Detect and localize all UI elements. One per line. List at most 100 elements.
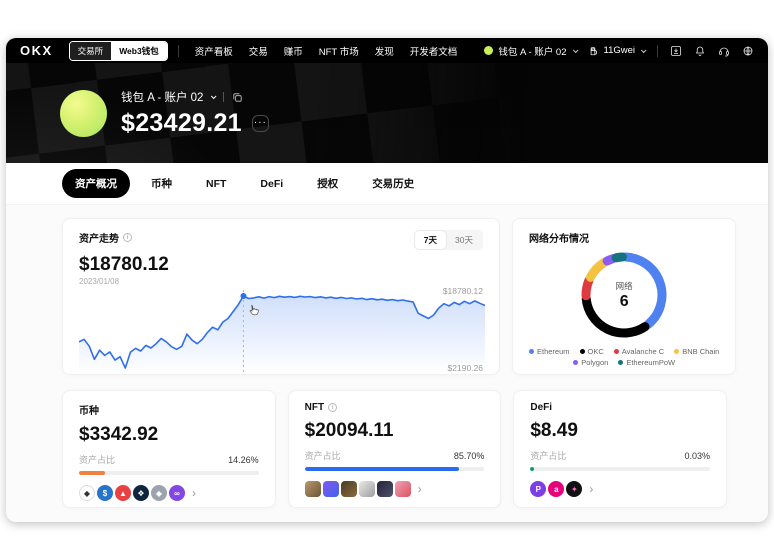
legend-label: Ethereum <box>537 347 570 356</box>
donut-center-count: 6 <box>619 292 629 310</box>
ethereumpow-icon[interactable]: ◆ <box>151 485 167 501</box>
nav-item-交易[interactable]: 交易 <box>248 46 268 58</box>
balance-row: $23429.21 ··· <box>121 109 269 138</box>
network-distribution-card: 网络分布情况 网络 6 Ethereum OKC Avalanche C BNB Ch… <box>512 218 737 375</box>
nft-progress-track <box>304 467 485 471</box>
nav-item-资产看板[interactable]: 资产看板 <box>194 46 233 58</box>
copy-address-icon[interactable] <box>232 92 243 103</box>
nav-item-赚币[interactable]: 赚币 <box>283 46 303 58</box>
nft-ratio-percent: 85.70% <box>453 450 485 461</box>
nft-card-title: NFT <box>304 402 325 413</box>
asset-trend-card: 资产走势 i 7天 30天 $18780.12 2023/01/08 $1878… <box>62 218 500 375</box>
wallet-header: 钱包 A - 账户 02 $23429.21 ··· <box>6 63 768 163</box>
tab-币种[interactable]: 币种 <box>151 178 172 190</box>
tab-资产概况[interactable]: 资产概况 <box>62 169 130 198</box>
tab-NFT[interactable]: NFT <box>206 177 227 190</box>
chevron-right-icon[interactable]: › <box>589 482 594 496</box>
trend-card-title-row: 资产走势 i <box>79 230 132 245</box>
defi-ratio-row: 资产占比 0.03% <box>530 449 710 462</box>
ethereum-icon[interactable]: ◆ <box>79 485 95 501</box>
network-legend: Ethereum OKC Avalanche C BNB Chain Polygon Et… <box>529 347 719 367</box>
tab-交易历史[interactable]: 交易历史 <box>372 178 415 190</box>
nft-gold-icon[interactable] <box>340 481 357 497</box>
nav-item-开发者文档[interactable]: 开发者文档 <box>409 46 458 58</box>
nft-dark-icon[interactable] <box>376 481 393 497</box>
network-card-title: 网络分布情况 <box>529 234 589 245</box>
legend-item-BNB Chain[interactable]: BNB Chain <box>674 347 719 356</box>
tab-授权[interactable]: 授权 <box>317 178 339 190</box>
support-headset-icon[interactable] <box>718 45 730 57</box>
legend-item-Avalanche C[interactable]: Avalanche C <box>613 347 665 356</box>
wallet-selector[interactable]: 钱包 A - 账户 02 <box>484 44 580 58</box>
donut-segment-OKC[interactable] <box>581 294 650 338</box>
defi-card-title: DeFi <box>530 402 553 413</box>
coin-icon-row: ◆ $ ▲ ❖ ◆ ∞ › <box>79 485 259 501</box>
header-glow <box>6 73 266 163</box>
polygon-icon[interactable]: ∞ <box>169 485 185 501</box>
okx-logo: OKX <box>20 43 53 58</box>
chevron-down-icon[interactable] <box>211 93 217 100</box>
legend-dot <box>579 349 585 354</box>
tab-DeFi[interactable]: DeFi <box>260 177 284 190</box>
divider <box>223 92 225 102</box>
wallet-selector-label: 钱包 A - 账户 02 <box>498 46 567 58</box>
defi-a-icon[interactable]: a <box>548 481 565 497</box>
defi-p-icon[interactable]: P <box>530 481 547 497</box>
chart-ymax-label: $18780.12 <box>440 286 485 296</box>
toggle-web3-wallet[interactable]: Web3钱包 <box>111 41 167 60</box>
nft-pink-icon[interactable] <box>394 481 411 497</box>
legend-dot <box>618 360 624 365</box>
language-globe-icon[interactable] <box>742 45 754 57</box>
nft-ape-icon[interactable] <box>304 481 321 497</box>
defi-ratio-label: 资产占比 <box>530 451 567 461</box>
range-7d-button[interactable]: 7天 <box>414 231 447 249</box>
top-row: 资产走势 i 7天 30天 $18780.12 2023/01/08 $1878… <box>62 218 737 375</box>
info-icon[interactable]: i <box>328 403 338 412</box>
legend-label: Avalanche C <box>621 347 665 356</box>
range-30d-button[interactable]: 30天 <box>455 235 473 245</box>
range-toggle: 7天 30天 <box>413 230 483 250</box>
nav-item-NFT 市场[interactable]: NFT 市场 <box>318 46 359 58</box>
usdc-icon[interactable]: $ <box>97 485 113 501</box>
legend-dot <box>529 349 534 354</box>
trend-value: $18780.12 <box>79 254 169 275</box>
chevron-right-icon[interactable]: › <box>417 482 422 496</box>
legend-label: EthereumPoW <box>626 358 676 367</box>
trend-line-chart <box>78 290 486 374</box>
nft-light-icon[interactable] <box>358 481 375 497</box>
donut-segment-EthereumPoW[interactable] <box>611 252 627 263</box>
legend-item-EthereumPoW[interactable]: EthereumPoW <box>618 358 675 367</box>
chevron-right-icon[interactable]: › <box>192 486 196 500</box>
okb-icon[interactable]: ❖ <box>133 485 149 501</box>
wallet-avatar-dot <box>484 46 494 55</box>
defi-card-title-row: DeFi <box>530 402 710 413</box>
nft-purple-icon[interactable] <box>322 481 339 497</box>
defi-dark-icon[interactable]: ✦ <box>566 481 583 497</box>
exchange-web3-toggle: 交易所 Web3钱包 <box>68 40 168 61</box>
info-icon[interactable]: i <box>123 233 132 242</box>
gas-price[interactable]: 11Gwei <box>589 45 647 56</box>
legend-dot <box>674 349 680 354</box>
coins-ratio-label: 资产占比 <box>79 455 116 465</box>
avalanche-icon[interactable]: ▲ <box>115 485 131 501</box>
legend-item-OKC[interactable]: OKC <box>579 347 604 356</box>
toggle-exchange[interactable]: 交易所 <box>69 41 112 60</box>
coins-card-title: 币种 <box>79 406 99 417</box>
nft-card: NFT i $20094.11 资产占比 85.70% › <box>287 390 502 508</box>
notification-bell-icon[interactable] <box>694 45 706 57</box>
legend-item-Ethereum[interactable]: Ethereum <box>529 347 570 356</box>
donut-segment-Ethereum[interactable] <box>621 252 667 330</box>
nav-item-发现[interactable]: 发现 <box>374 46 394 58</box>
download-app-icon[interactable] <box>670 45 682 57</box>
network-card-title-row: 网络分布情况 <box>529 230 719 245</box>
nav-menu: 资产看板 交易 赚币 NFT 市场 发现 开发者文档 <box>195 44 458 58</box>
wallet-name[interactable]: 钱包 A - 账户 02 <box>121 92 204 104</box>
wallet-avatar <box>60 90 107 137</box>
nft-card-title-row: NFT i <box>305 402 485 413</box>
more-actions-button[interactable]: ··· <box>251 115 269 132</box>
trend-chart[interactable]: $18780.12 $2190.26 <box>78 286 486 374</box>
network-donut[interactable]: 网络 6 <box>576 247 672 343</box>
legend-item-Polygon[interactable]: Polygon <box>573 358 608 367</box>
total-balance: $23429.21 <box>121 109 242 137</box>
